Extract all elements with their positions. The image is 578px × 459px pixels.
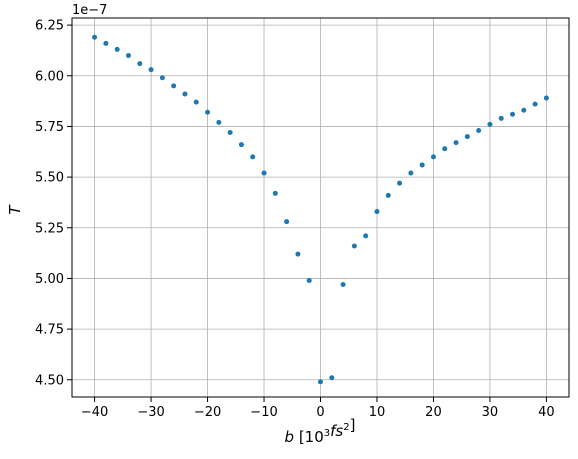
x-tick-label: −40: [81, 405, 108, 420]
data-point: [532, 101, 538, 107]
data-point: [430, 154, 436, 160]
y-tick-label: 5.00: [35, 272, 64, 287]
data-point: [295, 251, 301, 257]
y-tick-label: 5.75: [35, 120, 64, 135]
y-tick-label: 5.25: [35, 221, 64, 236]
data-point: [340, 282, 346, 288]
x-tick-label: −30: [137, 405, 164, 420]
x-tick-label: 20: [425, 405, 442, 420]
data-point: [510, 111, 516, 117]
data-point: [114, 46, 120, 52]
data-point: [306, 277, 312, 283]
data-point: [205, 109, 211, 115]
data-point: [442, 146, 448, 152]
data-point: [363, 233, 369, 239]
data-point: [159, 75, 165, 81]
data-point: [453, 140, 459, 146]
data-point: [272, 190, 278, 196]
data-point: [408, 170, 414, 176]
data-point: [397, 180, 403, 186]
data-point: [498, 115, 504, 121]
x-tick-label: −10: [250, 405, 277, 420]
data-point: [103, 40, 109, 46]
data-point: [227, 130, 233, 136]
data-point: [216, 119, 222, 125]
x-tick-label: 0: [316, 405, 324, 420]
y-tick-label: 4.75: [35, 323, 64, 338]
data-point: [487, 121, 493, 127]
data-point: [125, 52, 131, 58]
data-point: [92, 34, 98, 40]
data-point: [476, 127, 482, 133]
x-tick-label: 40: [538, 405, 555, 420]
y-offset-label: 1e−7: [72, 3, 107, 18]
data-points: [92, 34, 549, 385]
data-point: [374, 209, 380, 215]
x-axis-label: b [103fs2]: [285, 416, 356, 446]
data-point: [250, 154, 256, 160]
data-point: [385, 192, 391, 198]
data-point: [182, 91, 188, 97]
data-point: [329, 375, 335, 381]
y-axis-label: T: [6, 204, 24, 215]
y-tick-label: 6.00: [35, 69, 64, 84]
data-point: [351, 243, 357, 249]
data-point: [238, 142, 244, 148]
y-tick-label: 4.50: [35, 373, 64, 388]
axis-ticks: −40 −30 −20 −10 0 10 20 30 40 4.50 4.75 5.00 5.25 5.5…: [35, 19, 555, 420]
data-point: [318, 379, 323, 385]
y-tick-label: 6.25: [35, 19, 64, 34]
data-point: [261, 170, 267, 176]
data-point: [543, 95, 549, 101]
y-tick-label: 5.50: [35, 171, 64, 186]
grid-lines: [72, 18, 569, 397]
data-point: [284, 219, 290, 225]
x-tick-label: 10: [369, 405, 386, 420]
data-point: [148, 67, 154, 73]
x-tick-label: 30: [482, 405, 499, 420]
data-point: [171, 83, 177, 89]
data-point: [193, 99, 199, 105]
data-point: [521, 107, 527, 113]
x-tick-label: −20: [194, 405, 221, 420]
data-point: [464, 134, 470, 140]
data-point: [419, 162, 425, 168]
data-point: [137, 61, 143, 67]
